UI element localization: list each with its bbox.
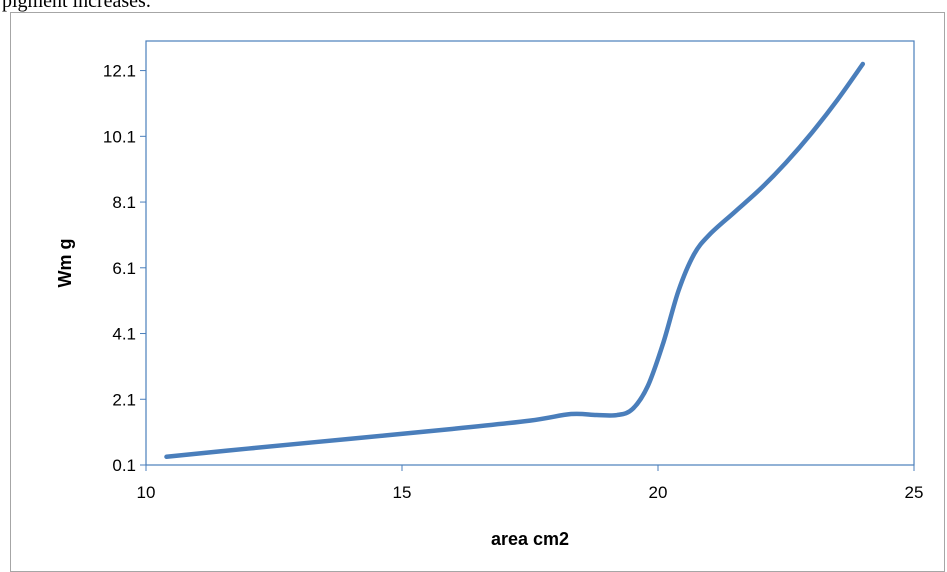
y-tick-label: 0.1 [112,456,136,475]
y-axis-title: Wm g [55,239,75,288]
plot-area [145,40,915,466]
x-axis-title: area cm2 [491,529,569,549]
x-axis: 10 15 20 25 [137,465,924,502]
y-tick-label: 8.1 [112,193,136,212]
x-tick-label: 20 [649,483,668,502]
y-tick-label: 6.1 [112,259,136,278]
x-tick-label: 15 [393,483,412,502]
x-tick-label: 25 [905,483,924,502]
y-tick-label: 10.1 [103,127,136,146]
x-tick-label: 10 [137,483,156,502]
y-tick-label: 12.1 [103,62,136,81]
y-tick-label: 4.1 [112,325,136,344]
series-line [164,61,866,460]
y-tick-label: 2.1 [112,390,136,409]
line-chart: 0.1 2.1 4.1 6.1 8.1 10.1 12.1 10 15 20 25 area cm… [55,40,924,549]
chart-frame [10,12,945,572]
caption-fragment: pigment increases. [2,0,151,12]
y-axis: 0.1 2.1 4.1 6.1 8.1 10.1 12.1 [103,62,146,475]
